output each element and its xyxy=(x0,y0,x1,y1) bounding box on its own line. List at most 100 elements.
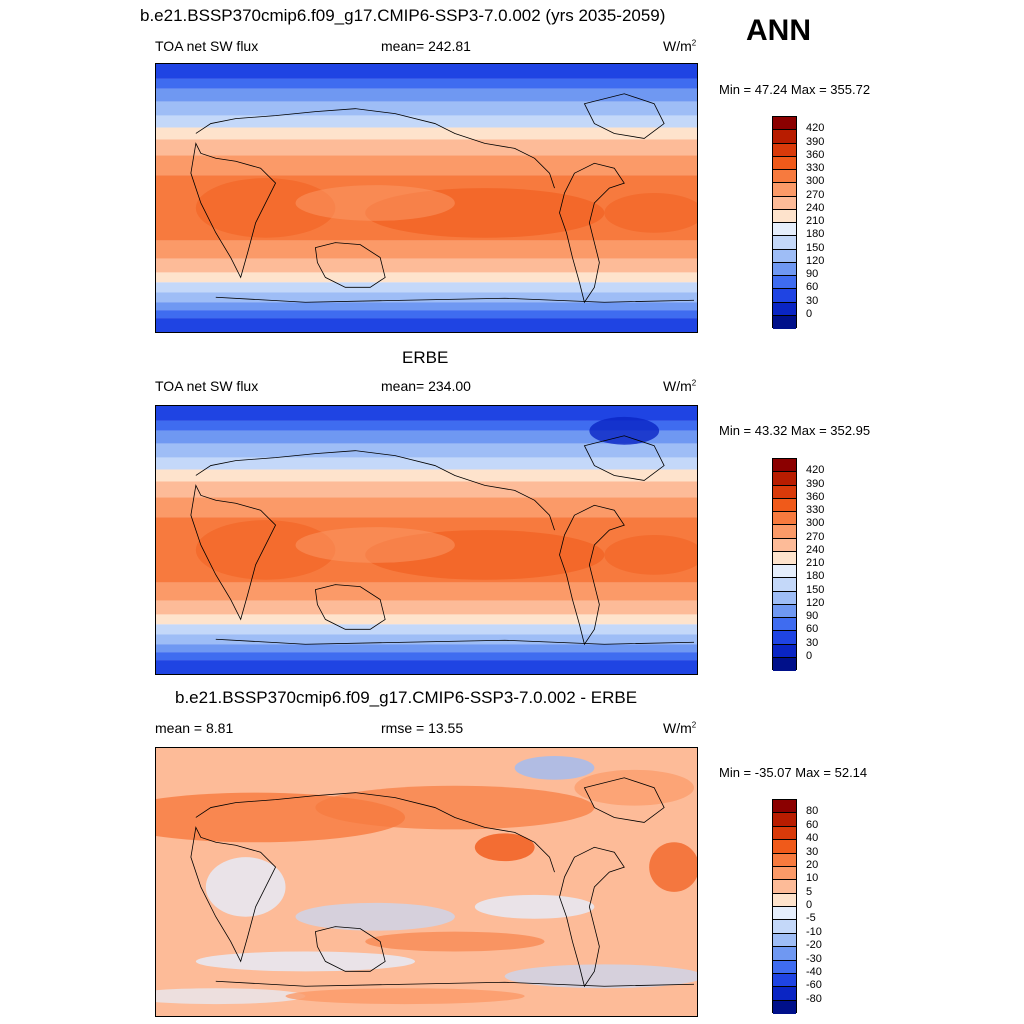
field-patch xyxy=(195,951,416,972)
field-band xyxy=(156,292,697,303)
colorbar-tick-label: 60 xyxy=(806,623,819,636)
colorbar-swatch xyxy=(773,223,796,237)
field-band xyxy=(156,302,697,311)
colorbar-swatch xyxy=(773,973,796,988)
field-band xyxy=(156,101,697,116)
colorbar-swatch xyxy=(773,800,796,814)
coastline xyxy=(314,242,386,288)
colorbar-tick-label: 30 xyxy=(806,294,819,307)
panel3-map-svg xyxy=(156,748,697,1016)
field-band xyxy=(156,155,697,176)
coastline xyxy=(559,846,625,988)
field-patch xyxy=(156,988,306,1005)
colorbar-swatch xyxy=(773,565,796,579)
colorbar-tick-label: 80 xyxy=(806,805,819,818)
colorbar-swatch xyxy=(773,920,796,934)
field-patch xyxy=(474,894,595,919)
colorbar-swatch xyxy=(773,302,796,316)
field-band xyxy=(156,469,697,482)
panel1-mean-label: mean= 242.81 xyxy=(381,38,471,54)
field-patch xyxy=(474,833,535,862)
panel2-title: ERBE xyxy=(402,348,449,367)
colorbar-swatch xyxy=(773,933,796,948)
colorbar-tick-label: -40 xyxy=(806,965,822,978)
field-band xyxy=(156,64,697,79)
colorbar-tick-label: 60 xyxy=(806,818,819,831)
field-band xyxy=(156,443,697,458)
colorbar-swatch xyxy=(773,880,796,894)
panel1-map-svg xyxy=(156,64,697,332)
colorbar-tick-label: 20 xyxy=(806,858,819,871)
colorbar-swatch xyxy=(773,578,796,592)
coastline xyxy=(314,926,386,972)
coastline xyxy=(190,484,277,621)
colorbar-swatch xyxy=(773,813,796,827)
colorbar-tick-label: 210 xyxy=(806,557,825,569)
colorbar-tick-label: 390 xyxy=(806,135,825,148)
colorbar-swatch xyxy=(773,117,796,131)
field-band xyxy=(156,258,697,273)
colorbar-tick-label: 5 xyxy=(806,885,813,898)
colorbar-swatch xyxy=(773,987,796,1001)
coastline xyxy=(583,777,665,823)
field-patch xyxy=(604,535,697,575)
colorbar-tick-label: 30 xyxy=(806,636,819,649)
panel2-minmax: Min = 43.32 Max = 352.95 xyxy=(719,423,871,438)
colorbar-tick-label: -5 xyxy=(806,912,816,925)
field-band xyxy=(156,318,697,332)
colorbar-tick-label: 360 xyxy=(806,148,825,161)
field-patch xyxy=(514,755,595,780)
panel2-map-svg xyxy=(156,406,697,674)
field-band xyxy=(156,420,697,431)
colorbar-tick-label: 360 xyxy=(806,490,825,503)
coastline xyxy=(583,435,665,481)
coastline xyxy=(583,93,665,139)
colorbar-swatch xyxy=(773,130,796,144)
field-band xyxy=(156,614,697,625)
field-band xyxy=(156,600,697,615)
coastline xyxy=(314,584,386,630)
colorbar-swatch xyxy=(773,1000,796,1014)
colorbar-tick-label: 180 xyxy=(806,570,825,583)
field-patch xyxy=(295,185,455,221)
colorbar-tick-label: 330 xyxy=(806,162,825,174)
colorbar-tick-label: 300 xyxy=(806,175,825,188)
field-patch xyxy=(649,842,697,892)
coastline xyxy=(195,450,555,531)
field-patch xyxy=(604,193,697,233)
colorbar-tick-label: 150 xyxy=(806,583,825,596)
season-label: ANN xyxy=(746,14,811,47)
field-patch xyxy=(295,902,455,931)
panel1-colorbar xyxy=(772,116,797,329)
panel3-map xyxy=(155,747,698,1017)
field-band xyxy=(156,644,697,653)
field-patch xyxy=(195,178,336,238)
colorbar-swatch xyxy=(773,907,796,921)
colorbar-swatch xyxy=(773,591,796,605)
panel1-minmax: Min = 47.24 Max = 355.72 xyxy=(719,82,871,97)
colorbar-swatch xyxy=(773,604,796,618)
colorbar-swatch xyxy=(773,498,796,512)
field-patch xyxy=(589,416,660,445)
colorbar-swatch xyxy=(773,249,796,263)
colorbar-swatch xyxy=(773,170,796,184)
coastline xyxy=(559,162,625,304)
panel2-mean-label: mean= 234.00 xyxy=(381,378,471,394)
field-band xyxy=(156,127,697,140)
colorbar-tick-label: 270 xyxy=(806,530,825,543)
colorbar-swatch xyxy=(773,538,796,552)
colorbar-tick-label: 390 xyxy=(806,477,825,490)
panel3-minmax: Min = -35.07 Max = 52.14 xyxy=(719,765,868,780)
coastline xyxy=(215,980,695,987)
coastline xyxy=(215,296,695,303)
colorbar-swatch xyxy=(773,485,796,499)
panel3-rmse-label: rmse = 13.55 xyxy=(381,720,464,736)
coastline xyxy=(215,638,695,645)
panel3-mean-label: mean = 8.81 xyxy=(155,720,234,736)
field-band xyxy=(156,272,697,283)
field-band xyxy=(156,139,697,156)
colorbar-swatch xyxy=(773,840,796,854)
panel2-units: W/m2 xyxy=(663,378,697,394)
field-band xyxy=(156,497,697,518)
field-patch xyxy=(574,769,695,806)
